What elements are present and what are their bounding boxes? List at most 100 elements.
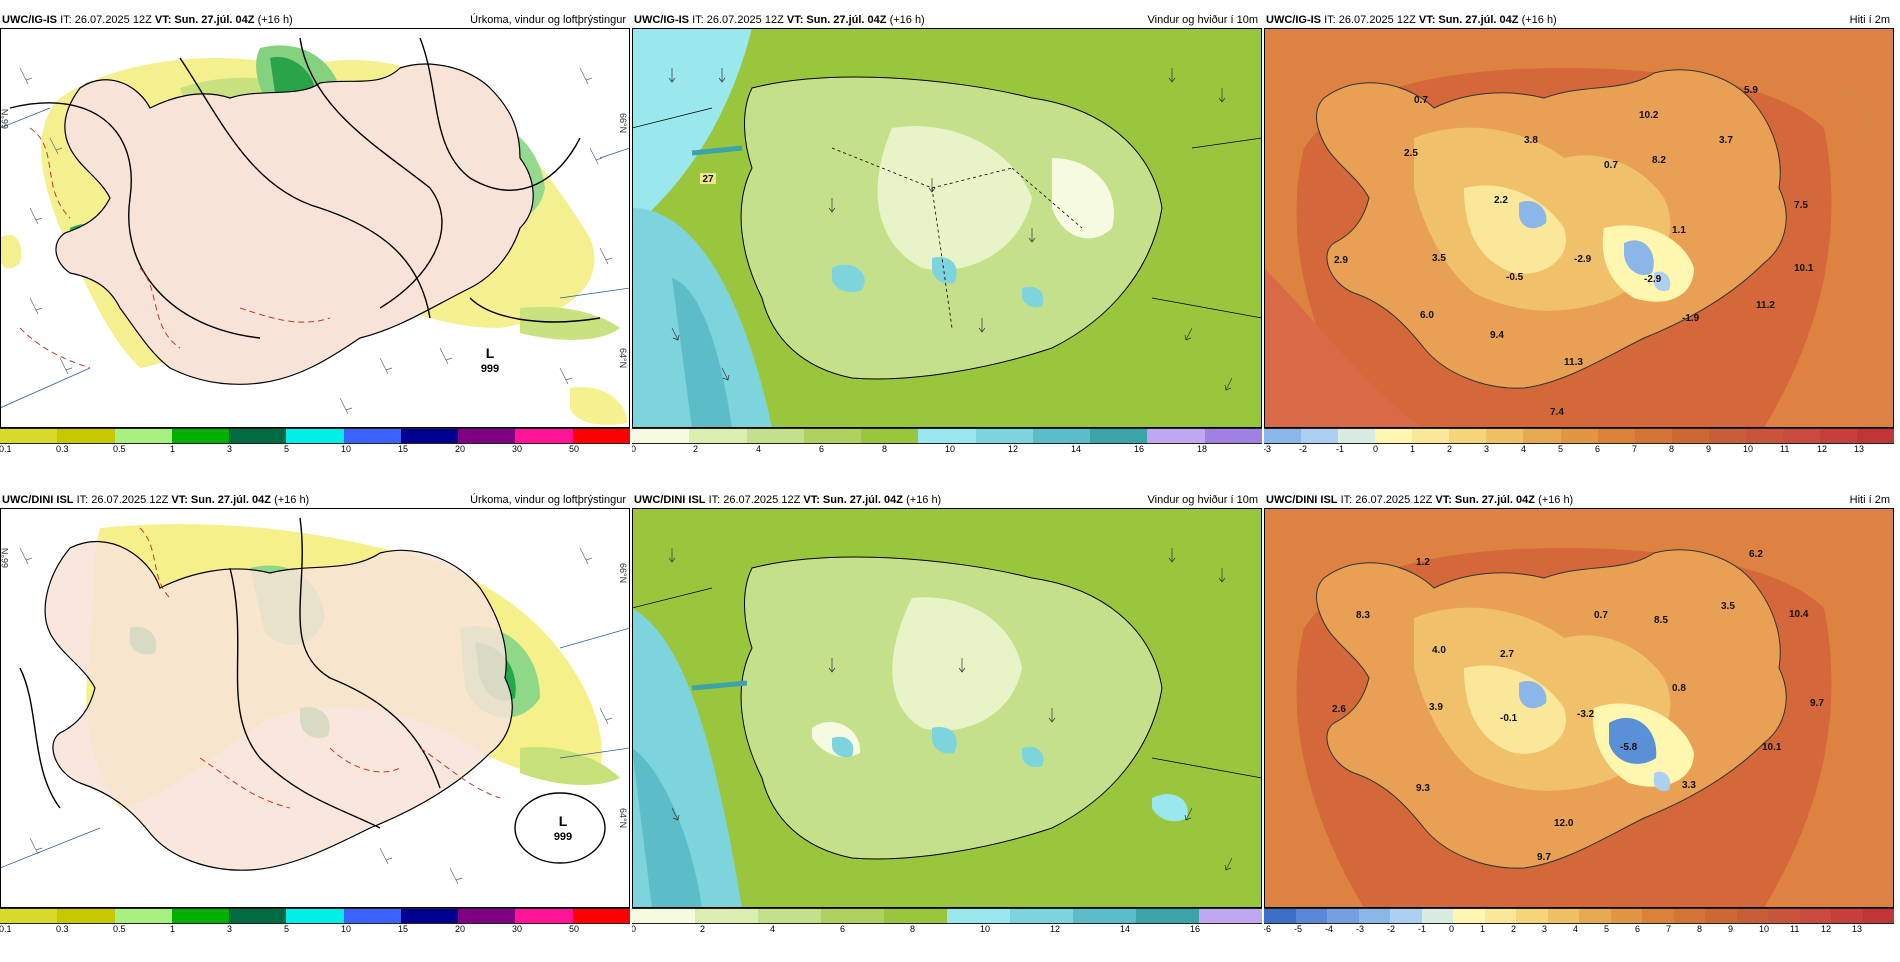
tick: 4	[770, 924, 776, 934]
tick: -2	[1387, 924, 1396, 934]
temp-contours	[19, 127, 331, 369]
tick: 8	[882, 444, 888, 454]
panel-header: UWC/IG-IS IT: 26.07.2025 12Z VT: Sun. 27…	[634, 13, 1258, 27]
tick: 0.1	[0, 924, 12, 934]
tick: 2	[700, 924, 706, 934]
tick: 3	[227, 444, 233, 454]
lead-time: (+16 h)	[1538, 494, 1574, 506]
temp-value: 11.2	[1756, 300, 1775, 311]
tick: 30	[512, 444, 523, 454]
valid-time: VT: Sun. 27.júl. 04Z	[803, 494, 903, 506]
tick: 10	[1743, 444, 1754, 454]
wind-arrows	[668, 68, 1233, 391]
precip-colorbar	[0, 908, 630, 924]
temp-value: 3.8	[1524, 135, 1538, 146]
tick: 3	[227, 924, 233, 934]
panel-header: UWC/IG-IS IT: 26.07.2025 12Z VT: Sun. 27…	[2, 13, 626, 27]
tick: 9	[1706, 444, 1712, 454]
isobars	[19, 517, 606, 864]
panel-title: Vindur og hviður í 10m	[1147, 14, 1258, 26]
panel-title: Úrkoma, vindur og loftþrýstingur	[470, 494, 626, 506]
tick: -5	[1294, 924, 1303, 934]
tick: 0.5	[113, 924, 126, 934]
temp-value: 6.0	[1420, 310, 1434, 321]
low-pressure-value: 999	[481, 363, 499, 375]
lat-label: 66°N	[0, 548, 10, 568]
temp-panel-dini: UWC/DINI ISL IT: 26.07.2025 12Z VT: Sun.…	[1264, 492, 1894, 962]
tick: 5	[1604, 924, 1610, 934]
tick: 9	[1728, 924, 1734, 934]
wind-barbs	[19, 67, 613, 415]
wind-map	[632, 508, 1262, 908]
temp-map: 1.2 6.2 8.3 0.7 8.5 3.5 10.4 4.0 2.7 0.8…	[1264, 508, 1894, 908]
tick: 20	[455, 444, 466, 454]
tick: 1	[1480, 924, 1486, 934]
temp-value: -0.5	[1506, 272, 1524, 283]
tick: 12	[1008, 444, 1019, 454]
temp-value: 2.5	[1404, 148, 1418, 159]
temp-value: 7.5	[1794, 200, 1808, 211]
temp-value: 10.2	[1639, 110, 1659, 121]
tick: 10	[1759, 924, 1770, 934]
tick: 6	[840, 924, 846, 934]
temp-value: -5.8	[1620, 742, 1638, 753]
tick: -1	[1418, 924, 1427, 934]
tick: 12	[1821, 924, 1832, 934]
wind-colorbar	[632, 428, 1262, 444]
temp-colorbar	[1264, 908, 1894, 924]
grid-lines	[0, 107, 630, 409]
tick: 50	[569, 444, 580, 454]
temp-value: 0.7	[1414, 95, 1428, 106]
tick: 14	[1071, 444, 1082, 454]
lead-time: (+16 h)	[274, 494, 310, 506]
model-name: UWC/IG-IS	[634, 14, 689, 26]
model-name: UWC/DINI ISL	[634, 494, 706, 506]
tick: 18	[1197, 444, 1208, 454]
temp-value: 3.5	[1721, 601, 1735, 612]
panel-title: Úrkoma, vindur og loftþrýstingur	[470, 14, 626, 26]
tick: 0	[632, 444, 637, 454]
tick: 8	[1669, 444, 1675, 454]
colorbar-ticks: -3 -2 -1 0 1 2 3 4 5 6 7 8 9 10 11 12 13	[1264, 444, 1894, 456]
temp-value: 11.3	[1564, 357, 1583, 368]
temp-value: 0.7	[1594, 610, 1608, 621]
panel-header: UWC/IG-IS IT: 26.07.2025 12Z VT: Sun. 27…	[1266, 13, 1890, 27]
lead-time: (+16 h)	[906, 494, 942, 506]
tick: 11	[1780, 444, 1790, 454]
precip-colorbar	[0, 428, 630, 444]
panel-title: Hiti í 2m	[1849, 494, 1890, 506]
precip-panel-igis: UWC/IG-IS IT: 26.07.2025 12Z VT: Sun. 27…	[0, 12, 630, 482]
tick: 0	[632, 924, 637, 934]
temp-value: -3.2	[1577, 709, 1595, 720]
lat-label: 64°N	[618, 348, 628, 368]
tick: 1	[1410, 444, 1416, 454]
tick: 8	[910, 924, 916, 934]
tick: 12	[1050, 924, 1061, 934]
tick: 2	[693, 444, 699, 454]
temp-panel-igis: UWC/IG-IS IT: 26.07.2025 12Z VT: Sun. 27…	[1264, 12, 1894, 482]
tick: 13	[1852, 924, 1863, 934]
tick: 3	[1542, 924, 1548, 934]
lead-time: (+16 h)	[889, 14, 925, 26]
tick: 7	[1666, 924, 1672, 934]
tick: 10	[341, 444, 352, 454]
lat-label: 66°N	[618, 113, 628, 133]
tick: -3	[1356, 924, 1365, 934]
wind-arrows	[668, 548, 1233, 871]
tick: -6	[1264, 924, 1272, 934]
valid-time: VT: Sun. 27.júl. 04Z	[1435, 494, 1535, 506]
tick: 15	[398, 924, 409, 934]
tick: 11	[1790, 924, 1800, 934]
model-name: UWC/IG-IS	[2, 14, 57, 26]
lat-label: 66°N	[0, 109, 10, 129]
precip-map: L 999 66°N 66°N 64°N	[0, 508, 630, 908]
wind-map: 27	[632, 28, 1262, 428]
lead-time: (+16 h)	[1521, 14, 1557, 26]
gust-value: 27	[702, 174, 714, 185]
tick: 6	[819, 444, 825, 454]
valid-time: VT: Sun. 27.júl. 04Z	[786, 14, 887, 26]
temp-colorbar	[1264, 428, 1894, 444]
tick: 0.3	[56, 924, 69, 934]
temp-value: 9.4	[1490, 330, 1504, 341]
init-time: IT: 26.07.2025 12Z	[692, 14, 784, 26]
